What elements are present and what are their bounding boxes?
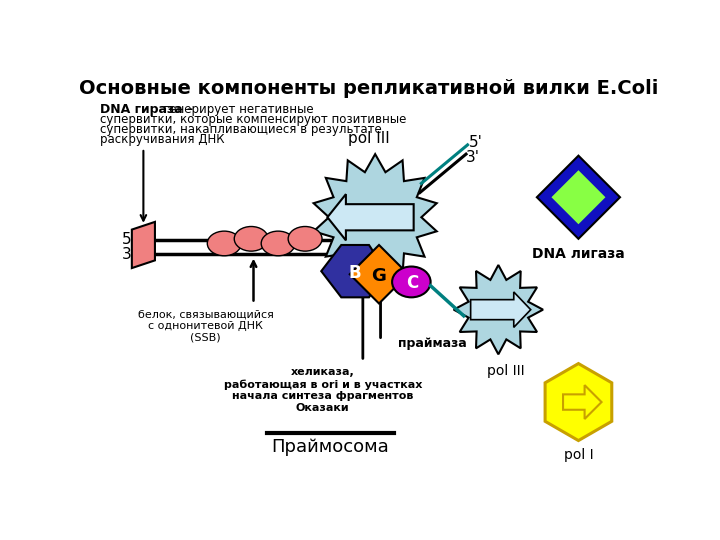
Polygon shape [132,222,155,268]
Polygon shape [537,156,620,239]
Text: праймаза: праймаза [398,336,467,349]
Text: DNA лигаза: DNA лигаза [532,247,625,261]
Text: супервитки, которые компенсируют позитивные: супервитки, которые компенсируют позитив… [99,113,406,126]
Text: pol I: pol I [564,448,593,462]
Text: B: B [348,264,361,282]
Text: супервитки, накапливающиеся в результате: супервитки, накапливающиеся в результате [99,123,382,136]
Polygon shape [328,194,414,240]
Text: G: G [372,267,387,285]
Text: C: C [406,274,418,292]
Polygon shape [550,168,607,226]
Text: 5': 5' [122,232,135,247]
Text: 3': 3' [466,150,480,165]
Text: DNA гираза –: DNA гираза – [99,103,197,116]
Polygon shape [314,154,437,280]
Polygon shape [545,363,612,441]
Text: Праймосома: Праймосома [271,438,390,456]
Ellipse shape [207,231,241,256]
Polygon shape [454,265,543,354]
Text: раскручивания ДНК: раскручивания ДНК [99,133,224,146]
Polygon shape [471,292,531,327]
Text: pol III: pol III [487,363,525,377]
Ellipse shape [288,226,322,251]
Polygon shape [321,245,386,298]
Polygon shape [350,245,408,303]
Text: pol III: pol III [348,131,390,146]
Text: 5': 5' [469,135,483,150]
Text: белок, связывающийся
с однонитевой ДНК
(SSB): белок, связывающийся с однонитевой ДНК (… [138,309,274,343]
Ellipse shape [392,267,431,298]
Ellipse shape [261,231,295,256]
Polygon shape [563,385,601,419]
Text: 3': 3' [122,247,135,262]
Text: хеликаза,
работающая в ori и в участках
начала синтеза фрагментов
Оказаки: хеликаза, работающая в ori и в участках … [224,367,422,413]
Text: Основные компоненты репликативной вилки E.Coli: Основные компоненты репликативной вилки … [79,79,659,98]
Text: генерирует негативные: генерирует негативные [163,103,314,116]
Ellipse shape [234,226,268,251]
